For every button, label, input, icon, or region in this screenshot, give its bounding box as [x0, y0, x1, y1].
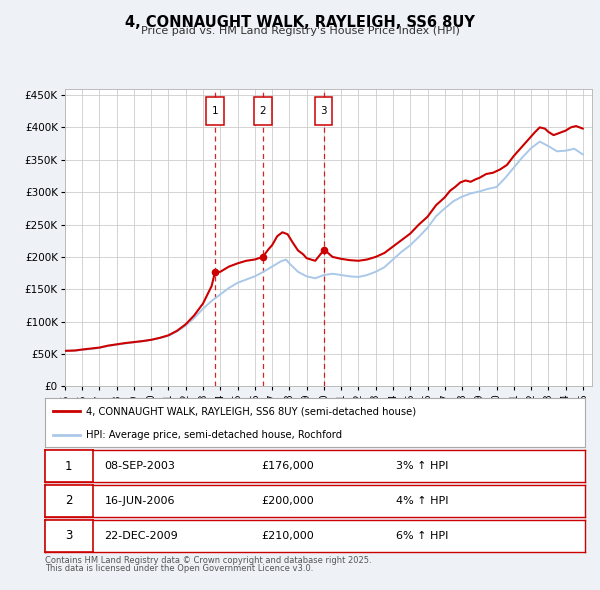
Text: 1: 1	[65, 460, 73, 473]
FancyBboxPatch shape	[254, 97, 272, 125]
FancyBboxPatch shape	[314, 97, 332, 125]
Text: 4% ↑ HPI: 4% ↑ HPI	[396, 496, 449, 506]
Text: 3: 3	[320, 106, 327, 116]
Text: £176,000: £176,000	[261, 461, 314, 471]
Text: 16-JUN-2006: 16-JUN-2006	[104, 496, 175, 506]
Text: 4, CONNAUGHT WALK, RAYLEIGH, SS6 8UY (semi-detached house): 4, CONNAUGHT WALK, RAYLEIGH, SS6 8UY (se…	[86, 407, 416, 417]
Text: HPI: Average price, semi-detached house, Rochford: HPI: Average price, semi-detached house,…	[86, 430, 341, 440]
Text: Price paid vs. HM Land Registry's House Price Index (HPI): Price paid vs. HM Land Registry's House …	[140, 26, 460, 36]
Text: 6% ↑ HPI: 6% ↑ HPI	[396, 531, 448, 540]
Text: 2: 2	[259, 106, 266, 116]
Text: This data is licensed under the Open Government Licence v3.0.: This data is licensed under the Open Gov…	[45, 564, 313, 573]
Text: Contains HM Land Registry data © Crown copyright and database right 2025.: Contains HM Land Registry data © Crown c…	[45, 556, 371, 565]
Text: 08-SEP-2003: 08-SEP-2003	[104, 461, 175, 471]
Text: 22-DEC-2009: 22-DEC-2009	[104, 531, 178, 540]
Text: 1: 1	[212, 106, 218, 116]
Text: 3% ↑ HPI: 3% ↑ HPI	[396, 461, 448, 471]
Text: 4, CONNAUGHT WALK, RAYLEIGH, SS6 8UY: 4, CONNAUGHT WALK, RAYLEIGH, SS6 8UY	[125, 15, 475, 30]
Text: £210,000: £210,000	[261, 531, 314, 540]
Text: 3: 3	[65, 529, 73, 542]
Text: £200,000: £200,000	[261, 496, 314, 506]
FancyBboxPatch shape	[206, 97, 224, 125]
Text: 2: 2	[65, 494, 73, 507]
